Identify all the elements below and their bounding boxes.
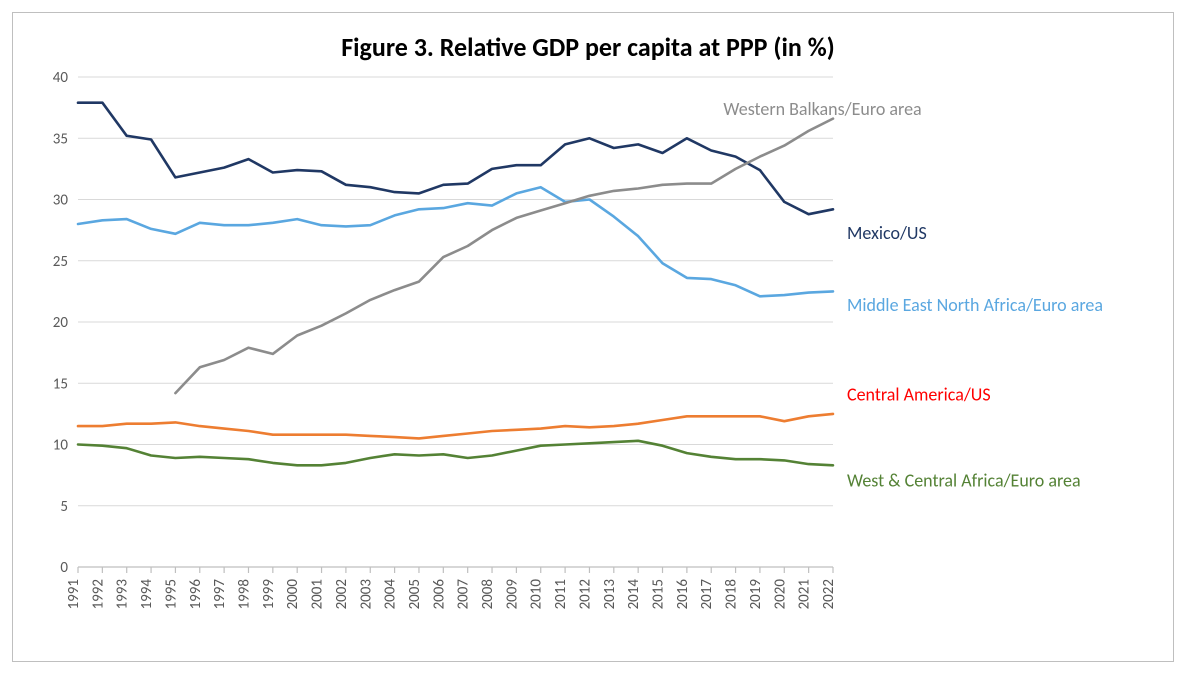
x-tick-label: 1998	[235, 579, 253, 609]
x-tick-label: 2015	[650, 579, 668, 609]
x-tick-label: 2016	[674, 579, 692, 610]
x-tick-label: 1999	[260, 579, 278, 610]
x-tick-label: 2019	[747, 579, 765, 610]
x-tick-label: 2005	[406, 579, 424, 609]
y-tick-label: 10	[53, 437, 69, 455]
y-tick-label: 30	[53, 192, 69, 210]
series-camerica_us	[78, 414, 833, 439]
x-tick-label: 2000	[284, 579, 302, 610]
series-label-camerica_us: Central America/US	[847, 384, 991, 406]
series-wbalkans_euro	[175, 119, 833, 394]
x-tick-label: 2001	[309, 579, 327, 609]
x-tick-label: 1992	[89, 579, 107, 609]
x-tick-label: 2010	[528, 579, 546, 610]
chart-title: Figure 3. Relative GDP per capita at PPP…	[341, 31, 835, 63]
x-tick-label: 2007	[455, 579, 473, 610]
x-tick-label: 1997	[211, 579, 229, 610]
x-tick-label: 2017	[698, 579, 716, 610]
series-mena_euro	[78, 187, 833, 296]
x-tick-label: 2002	[333, 579, 351, 609]
y-tick-label: 35	[53, 130, 68, 148]
x-tick-label: 2011	[552, 579, 570, 609]
x-tick-label: 1993	[114, 579, 132, 610]
x-tick-label: 2014	[625, 579, 643, 610]
x-tick-label: 2006	[430, 579, 448, 610]
x-tick-label: 1994	[138, 579, 156, 610]
y-tick-label: 5	[60, 498, 68, 516]
series-label-mena_euro: Middle East North Africa/Euro area	[847, 294, 1103, 316]
x-tick-label: 2022	[820, 579, 838, 609]
x-tick-label: 1995	[162, 579, 180, 609]
series-label-wbalkans_euro: Western Balkans/Euro area	[723, 98, 921, 120]
chart-container: Figure 3. Relative GDP per capita at PPP…	[0, 0, 1186, 674]
x-tick-label: 2012	[576, 579, 594, 609]
line-chart-svg: 0 5 10 15 20 25 30 35 40 1991 1992 1993 1994 1995 1996…	[23, 67, 1153, 632]
x-tick-label: 2018	[723, 579, 741, 609]
y-tick-label: 20	[53, 314, 69, 332]
y-tick-label: 0	[60, 559, 68, 577]
x-tick-label: 1996	[187, 579, 205, 610]
y-tick-label: 40	[53, 69, 69, 87]
x-tick-label: 2008	[479, 579, 497, 609]
x-tick-label: 2004	[382, 579, 400, 610]
chart-frame: Figure 3. Relative GDP per capita at PPP…	[12, 12, 1174, 662]
x-tick-label: 2020	[771, 579, 789, 610]
x-tick-label: 2003	[357, 579, 375, 610]
x-tick-label: 2013	[601, 579, 619, 610]
x-tick-label: 2009	[503, 579, 521, 610]
x-tick-label: 2021	[796, 579, 814, 609]
series-mexico_us	[78, 103, 833, 215]
y-tick-label: 15	[53, 375, 68, 393]
series-label-wcafrica_euro: West & Central Africa/Euro area	[847, 469, 1081, 491]
plot-area: 0 5 10 15 20 25 30 35 40 1991 1992 1993 1994 1995 1996…	[23, 67, 1153, 651]
x-tick-label: 1991	[65, 579, 83, 609]
series-label-mexico_us: Mexico/US	[847, 222, 927, 244]
y-tick-label: 25	[53, 253, 68, 271]
